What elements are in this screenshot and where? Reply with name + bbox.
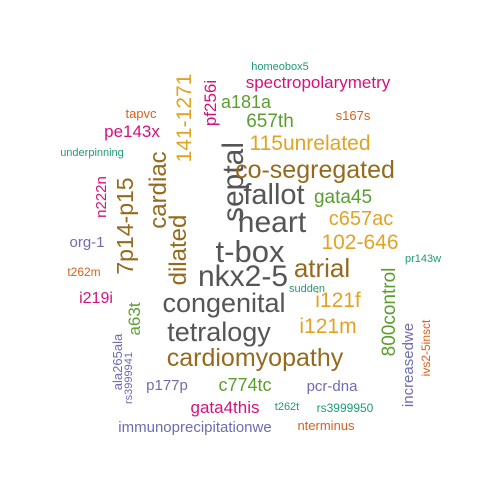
word-nterminus: nterminus [297,418,355,433]
word-sudden: sudden [289,283,325,295]
word-congenital: congenital [162,288,285,318]
word-rs3999941: rs3999941 [123,352,135,404]
word-spectropolarymetry: spectropolarymetry [246,73,391,92]
word-c657ac: c657ac [329,208,394,230]
word-cardiac: cardiac [145,151,172,228]
word-i121m: i121m [299,315,356,338]
word-immunoprecipitationwe: immunoprecipitationwe [118,419,271,436]
word-800control: 800control [379,268,400,357]
word-a181a: a181a [221,92,272,112]
word-s167s: s167s [336,108,371,123]
word-115unrelated: 115unrelated [249,132,370,155]
word-a63t: a63t [125,302,144,335]
word-ivs2-5insct: ivs2-5insct [419,319,433,376]
word-p177p: p177p [146,377,188,394]
word-cardiomyopathy: cardiomyopathy [167,344,344,372]
word-i219i: i219i [79,290,113,307]
word-pe143x: pe143x [104,122,160,141]
word-underpinning: underpinning [60,147,124,159]
word-pcr-dna: pcr-dna [307,378,359,395]
word-gata4this: gata4this [191,398,260,417]
word-rs3999950: rs3999950 [317,401,374,415]
word-dilated: dilated [165,215,192,286]
word-nkx2-5: nkx2-5 [198,260,288,293]
word-atrial: atrial [294,253,350,283]
word-septal: septal [217,142,250,222]
word-fallot: fallot [243,179,304,211]
word-c774tc: c774tc [218,375,271,395]
word-pf256i: pf256i [201,80,220,126]
word-ala265ala: ala265ala [110,333,125,390]
word-increasedwe: increasedwe [400,323,417,407]
word-pr143w: pr143w [405,253,441,265]
word-gata45: gata45 [314,187,372,208]
word-657th: 657th [246,111,294,132]
word-i121f: i121f [315,289,361,312]
word-homeobox5: homeobox5 [251,61,309,73]
word-102-646: 102-646 [321,231,398,254]
word-7p14-p15: 7p14-p15 [112,177,138,274]
word-t-box: t-box [216,234,285,269]
word-co-segregated: co-segregated [235,156,395,184]
word-org-1: org-1 [69,234,104,251]
word-n222n: n222n [93,176,110,218]
word-tetralogy: tetralogy [167,317,271,347]
word-t262m: t262m [67,265,100,279]
word-141-1271: 141-1271 [173,74,196,163]
word-tapvc: tapvc [125,106,157,121]
word-t262t: t262t [275,401,299,413]
word-heart: heart [238,206,307,239]
